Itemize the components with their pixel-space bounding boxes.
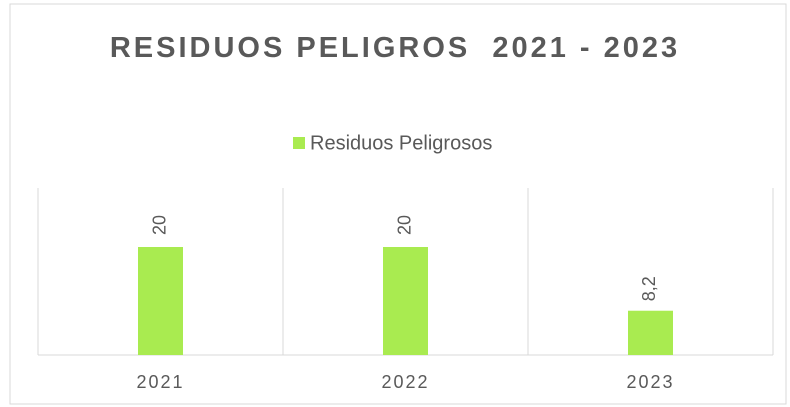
x-tick-label: 2023 bbox=[626, 372, 674, 392]
x-tick-label: 2022 bbox=[381, 372, 429, 392]
bar bbox=[628, 310, 673, 355]
legend-label: Residuos Peligrosos bbox=[310, 132, 492, 154]
value-label: 8,2 bbox=[639, 276, 659, 301]
legend-swatch bbox=[293, 137, 305, 149]
chart-frame bbox=[9, 3, 787, 405]
bar bbox=[383, 247, 428, 355]
value-label: 20 bbox=[394, 215, 414, 235]
chart-title: RESIDUOS PELIGROS 2021 - 2023 bbox=[109, 32, 681, 64]
x-tick-label: 2021 bbox=[136, 372, 184, 392]
value-label: 20 bbox=[149, 215, 169, 235]
bar bbox=[138, 247, 183, 355]
